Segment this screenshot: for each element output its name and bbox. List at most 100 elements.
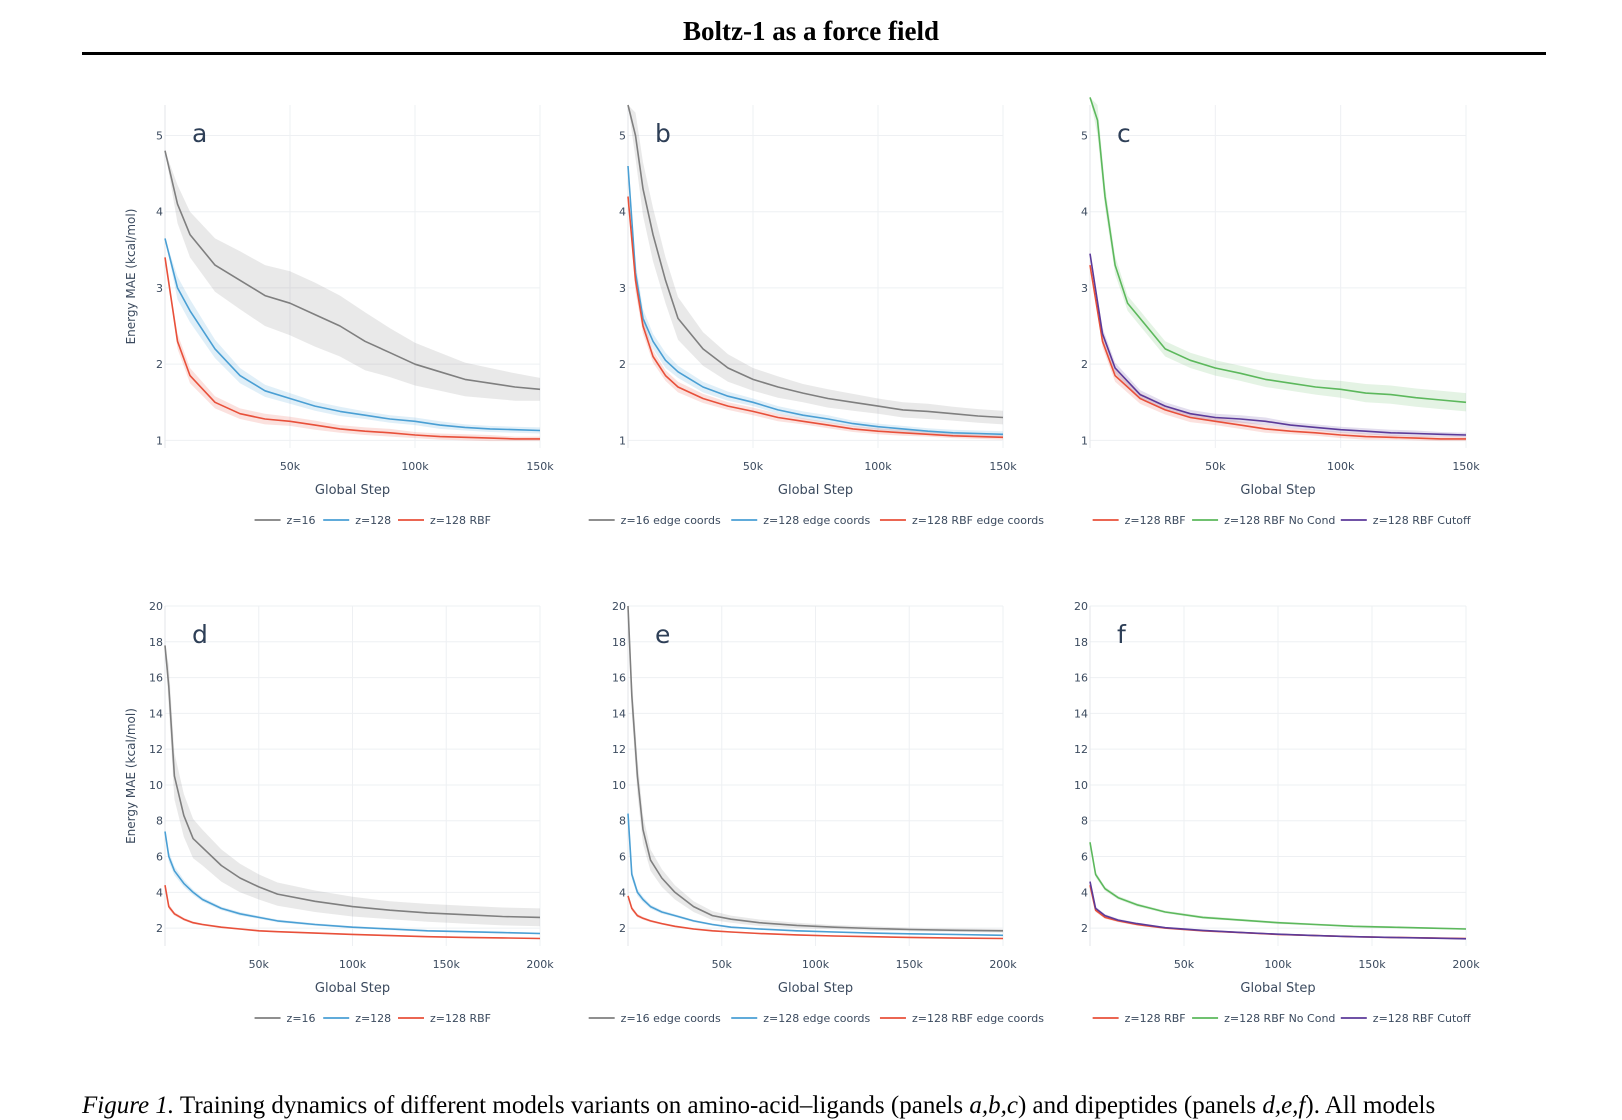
x-tick-label: 50k [1174, 958, 1195, 971]
y-tick-label: 20 [1074, 600, 1088, 613]
series-band-1 [1090, 265, 1466, 442]
caption-panels-2: d,e,f [1262, 1092, 1306, 1119]
legend-label-3: z=128 RBF Cutoff [1373, 1012, 1471, 1025]
x-tick-label: 50k [743, 460, 764, 473]
chart-panel-f: 50k 100k 150k 200k 2 4 6 8 10 12 14 16 18 20 f Global S… [1074, 600, 1480, 1025]
y-axis-label: Energy MAE (kcal/mol) [124, 209, 138, 345]
legend-label-3: z=128 RBF [430, 1012, 491, 1025]
panel-label: b [655, 119, 671, 148]
series-line-2 [627, 165, 1004, 436]
y-tick-label: 4 [1081, 886, 1088, 899]
legend-label-2: z=128 edge coords [763, 514, 870, 527]
legend-label-2: z=128 [355, 514, 391, 527]
y-tick-label: 18 [1074, 636, 1088, 649]
x-tick-label: 100k [864, 460, 892, 473]
y-tick-label: 6 [156, 851, 163, 864]
chart-panel-e: 50k 100k 150k 200k 2 4 6 8 10 12 14 16 18 20 e Global S… [588, 600, 1044, 1025]
page-header-title: Boltz-1 as a force field [683, 16, 939, 46]
x-tick-label: 100k [401, 460, 429, 473]
x-axis-label: Global Step [778, 981, 853, 996]
x-tick-label: 50k [1205, 460, 1226, 473]
series-line-2 [1089, 97, 1467, 404]
x-tick-label: 100k [1327, 460, 1355, 473]
x-tick-label: 200k [1452, 958, 1480, 971]
x-tick-label: 150k [989, 460, 1017, 473]
y-tick-label: 3 [619, 282, 626, 295]
panel-label: c [1117, 119, 1131, 148]
legend-label-3: z=128 RBF Cutoff [1373, 514, 1471, 527]
y-tick-label: 4 [156, 886, 163, 899]
series-line-3 [164, 885, 541, 940]
y-tick-label: 1 [619, 434, 626, 447]
legend-label-2: z=128 [355, 1012, 391, 1025]
y-tick-label: 4 [619, 206, 626, 219]
series-line-1 [164, 645, 541, 919]
legend-label-3: z=128 RBF [430, 514, 491, 527]
x-axis-label: Global Step [778, 483, 853, 498]
caption-text-1: Training dynamics of different models va… [174, 1092, 970, 1119]
legend-label-2: z=128 RBF No Cond [1224, 1012, 1335, 1025]
series-band-1 [165, 150, 540, 401]
y-tick-label: 2 [156, 358, 163, 371]
y-tick-label: 2 [156, 922, 163, 935]
x-tick-label: 100k [802, 958, 830, 971]
x-tick-label: 100k [339, 958, 367, 971]
y-tick-label: 6 [1081, 851, 1088, 864]
y-tick-label: 2 [619, 358, 626, 371]
y-tick-label: 1 [156, 434, 163, 447]
x-tick-label: 150k [896, 958, 924, 971]
series-line-3 [1089, 253, 1467, 436]
y-tick-label: 5 [619, 129, 626, 142]
series-band-2 [165, 238, 540, 434]
chart-panel-c: 50k 100k 150k 1 2 3 4 5 c Global Step z=128 RBF z=1… [1081, 97, 1480, 527]
y-tick-label: 12 [1074, 743, 1088, 756]
legend-label-1: z=16 edge coords [621, 1012, 721, 1025]
legend-label-3: z=128 RBF edge coords [912, 1012, 1044, 1025]
y-tick-label: 16 [149, 672, 163, 685]
chart-panel-a: 50k 100k 150k 1 2 3 4 5 a Global Step Energy MAE (… [124, 105, 554, 527]
y-tick-label: 16 [1074, 672, 1088, 685]
y-axis-label: Energy MAE (kcal/mol) [124, 708, 138, 844]
caption-panels-1: a,b,c [969, 1092, 1018, 1119]
series-line-2 [164, 238, 541, 432]
y-tick-label: 10 [149, 779, 163, 792]
panel-label: f [1117, 620, 1127, 649]
x-tick-label: 100k [1264, 958, 1292, 971]
y-tick-label: 3 [1081, 282, 1088, 295]
legend-label-1: z=16 edge coords [621, 514, 721, 527]
panel-label: a [192, 119, 207, 148]
series-line-1 [1089, 264, 1466, 440]
y-tick-label: 20 [612, 600, 626, 613]
x-tick-label: 150k [433, 958, 461, 971]
chart-panel-b: 50k 100k 150k 1 2 3 4 5 b Global Step z=16 edge co… [588, 104, 1044, 527]
y-tick-label: 6 [619, 851, 626, 864]
y-tick-label: 14 [149, 707, 163, 720]
series-line-1 [627, 605, 1004, 932]
y-tick-label: 16 [612, 672, 626, 685]
series-line-2 [627, 813, 1004, 937]
caption-text-3: ). All models [1305, 1092, 1436, 1119]
x-tick-label: 50k [249, 958, 270, 971]
x-axis-label: Global Step [315, 981, 390, 996]
legend-label-1: z=128 RBF [1125, 1012, 1186, 1025]
x-tick-label: 200k [526, 958, 554, 971]
x-tick-label: 150k [1358, 958, 1386, 971]
caption-text-2: ) and dipeptides (panels [1017, 1092, 1263, 1119]
y-tick-label: 1 [1081, 434, 1088, 447]
series-line-3 [164, 257, 540, 440]
x-tick-label: 50k [280, 460, 301, 473]
series-line-3 [627, 895, 1004, 940]
y-tick-label: 18 [612, 636, 626, 649]
legend-label-1: z=128 RBF [1125, 514, 1186, 527]
y-tick-label: 18 [149, 636, 163, 649]
series-line-3 [627, 196, 1004, 439]
x-tick-label: 50k [712, 958, 733, 971]
y-tick-label: 4 [619, 886, 626, 899]
x-tick-label: 200k [989, 958, 1017, 971]
legend-label-2: z=128 RBF No Cond [1224, 514, 1335, 527]
series-band-3 [1090, 253, 1466, 438]
series-line-2 [164, 831, 541, 935]
series-line-1 [164, 150, 541, 391]
y-tick-label: 12 [149, 743, 163, 756]
